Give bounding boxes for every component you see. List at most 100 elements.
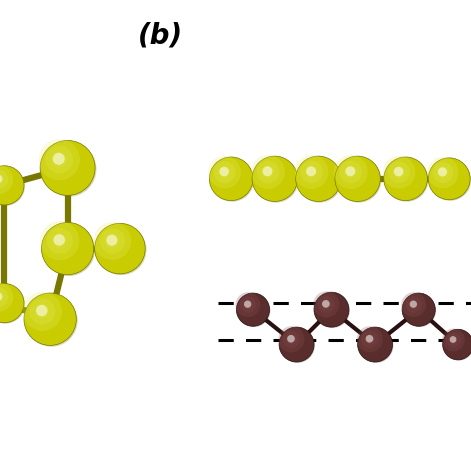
Circle shape bbox=[313, 292, 339, 317]
Circle shape bbox=[305, 165, 318, 179]
Circle shape bbox=[384, 157, 427, 201]
Circle shape bbox=[262, 166, 273, 176]
Circle shape bbox=[40, 221, 80, 260]
Circle shape bbox=[315, 293, 350, 328]
Circle shape bbox=[429, 159, 471, 201]
Circle shape bbox=[47, 227, 73, 254]
Circle shape bbox=[53, 153, 65, 165]
Circle shape bbox=[296, 156, 341, 202]
Circle shape bbox=[0, 283, 13, 312]
Circle shape bbox=[321, 299, 332, 309]
Circle shape bbox=[388, 162, 410, 183]
Circle shape bbox=[392, 166, 406, 179]
Circle shape bbox=[0, 292, 2, 301]
Circle shape bbox=[335, 156, 380, 202]
Circle shape bbox=[54, 234, 65, 246]
Circle shape bbox=[105, 234, 120, 249]
Circle shape bbox=[100, 228, 125, 254]
Circle shape bbox=[443, 330, 471, 361]
Text: (b): (b) bbox=[138, 22, 183, 50]
Circle shape bbox=[279, 327, 314, 362]
Circle shape bbox=[95, 223, 145, 274]
Circle shape bbox=[438, 167, 447, 177]
Circle shape bbox=[211, 158, 254, 202]
Circle shape bbox=[0, 170, 8, 189]
Circle shape bbox=[314, 292, 349, 327]
Circle shape bbox=[280, 328, 315, 363]
Circle shape bbox=[237, 294, 270, 327]
Circle shape bbox=[344, 165, 357, 179]
Circle shape bbox=[361, 331, 379, 348]
Circle shape bbox=[0, 167, 25, 206]
Circle shape bbox=[36, 305, 48, 317]
Circle shape bbox=[345, 166, 355, 176]
Circle shape bbox=[357, 326, 383, 352]
Circle shape bbox=[41, 142, 97, 197]
Circle shape bbox=[365, 335, 374, 342]
Circle shape bbox=[365, 334, 375, 344]
Circle shape bbox=[300, 161, 323, 183]
Circle shape bbox=[287, 335, 295, 342]
Circle shape bbox=[23, 292, 62, 331]
Circle shape bbox=[251, 155, 285, 189]
Circle shape bbox=[243, 300, 253, 309]
Circle shape bbox=[244, 300, 252, 308]
Circle shape bbox=[278, 326, 304, 352]
Circle shape bbox=[449, 335, 458, 344]
Circle shape bbox=[209, 157, 253, 201]
Circle shape bbox=[336, 157, 382, 203]
Circle shape bbox=[219, 167, 229, 177]
Circle shape bbox=[394, 167, 403, 177]
Circle shape bbox=[29, 298, 56, 325]
Circle shape bbox=[294, 155, 329, 189]
Circle shape bbox=[208, 156, 241, 188]
Circle shape bbox=[428, 158, 470, 200]
Circle shape bbox=[93, 222, 131, 260]
Circle shape bbox=[0, 174, 4, 186]
Circle shape bbox=[446, 333, 461, 348]
Circle shape bbox=[357, 327, 392, 362]
Circle shape bbox=[51, 151, 68, 168]
Circle shape bbox=[257, 161, 279, 183]
Circle shape bbox=[41, 222, 94, 275]
Circle shape bbox=[283, 331, 300, 348]
Circle shape bbox=[450, 336, 456, 343]
Circle shape bbox=[409, 300, 419, 309]
Circle shape bbox=[443, 329, 471, 360]
Circle shape bbox=[340, 161, 362, 183]
Circle shape bbox=[106, 235, 117, 246]
Circle shape bbox=[385, 158, 429, 202]
Circle shape bbox=[214, 162, 236, 183]
Circle shape bbox=[403, 294, 436, 327]
Circle shape bbox=[322, 300, 330, 308]
Circle shape bbox=[40, 140, 95, 195]
Circle shape bbox=[334, 155, 368, 189]
Circle shape bbox=[442, 328, 465, 351]
Circle shape bbox=[25, 294, 78, 347]
Circle shape bbox=[43, 224, 95, 276]
Circle shape bbox=[437, 166, 449, 179]
Circle shape bbox=[46, 146, 73, 173]
Circle shape bbox=[317, 296, 335, 313]
Circle shape bbox=[52, 233, 68, 249]
Circle shape bbox=[0, 175, 2, 183]
Circle shape bbox=[0, 287, 8, 307]
Circle shape bbox=[24, 293, 76, 345]
Circle shape bbox=[252, 156, 297, 202]
Circle shape bbox=[253, 157, 299, 203]
Circle shape bbox=[406, 296, 422, 313]
Circle shape bbox=[236, 293, 269, 326]
Circle shape bbox=[306, 166, 316, 176]
Circle shape bbox=[0, 166, 24, 205]
Circle shape bbox=[402, 293, 435, 326]
Circle shape bbox=[39, 139, 80, 180]
Circle shape bbox=[0, 284, 25, 324]
Circle shape bbox=[382, 156, 415, 188]
Circle shape bbox=[0, 292, 4, 303]
Circle shape bbox=[427, 157, 459, 188]
Circle shape bbox=[410, 300, 417, 308]
Circle shape bbox=[0, 284, 24, 323]
Circle shape bbox=[0, 165, 13, 194]
Circle shape bbox=[297, 157, 342, 203]
Circle shape bbox=[96, 225, 146, 275]
